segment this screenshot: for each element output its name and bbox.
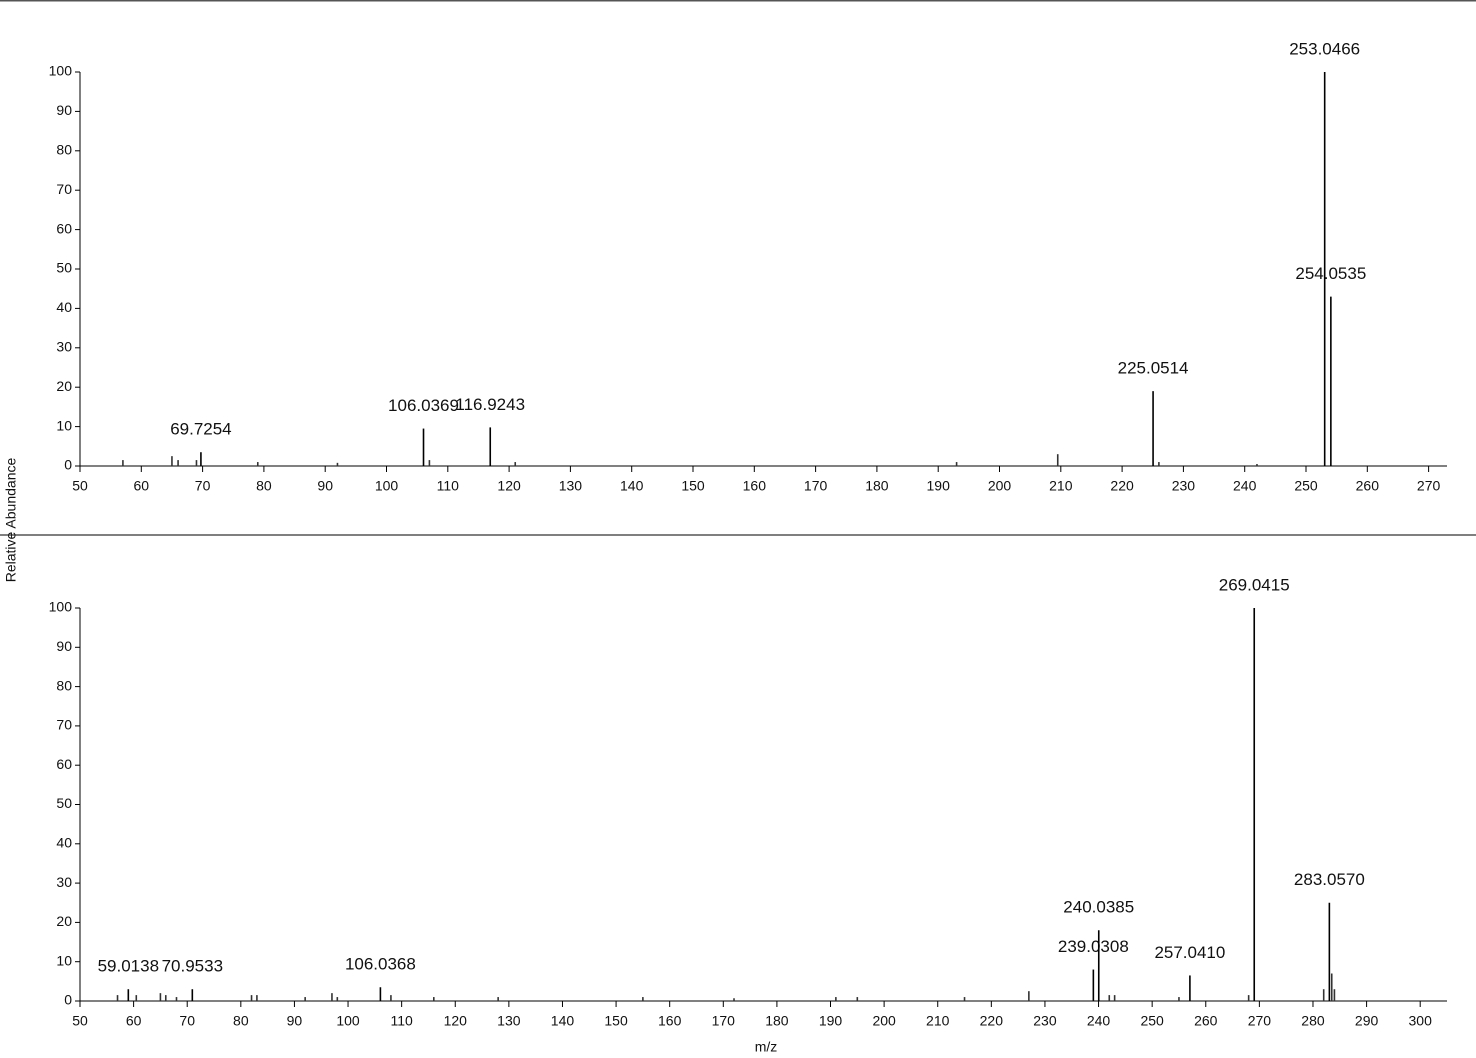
x-tick-label: 230 [1033,1013,1057,1029]
y-tick-label: 80 [56,677,72,693]
y-tick-label: 10 [56,417,72,433]
peak-label: 283.0570 [1294,870,1365,889]
x-tick-label: 270 [1248,1013,1272,1029]
x-tick-label: 160 [658,1013,682,1029]
x-tick-label: 160 [743,478,767,494]
x-tick-label: 260 [1356,478,1380,494]
x-tick-label: 280 [1301,1013,1325,1029]
y-tick-label: 70 [56,717,72,733]
peak-label: 70.9533 [162,957,223,976]
x-tick-label: 50 [72,1013,88,1029]
peak-label: 59.0138 [98,957,159,976]
y-tick-label: 90 [56,102,72,118]
y-tick-label: 50 [56,795,72,811]
x-tick-label: 120 [444,1013,468,1029]
x-tick-label: 210 [926,1013,950,1029]
x-tick-label: 200 [872,1013,896,1029]
x-tick-label: 120 [497,478,521,494]
y-tick-label: 60 [56,756,72,772]
x-tick-label: 230 [1172,478,1196,494]
x-tick-label: 140 [620,478,644,494]
x-tick-label: 150 [681,478,705,494]
peak-label: 239.0308 [1058,937,1129,956]
y-tick-label: 0 [64,992,72,1008]
peak-label: 106.0369 [388,396,459,415]
y-tick-label: 20 [56,913,72,929]
y-tick-label: 100 [49,599,73,615]
x-tick-label: 250 [1140,1013,1164,1029]
x-tick-label: 100 [375,478,399,494]
y-tick-label: 70 [56,181,72,197]
peak-label: 116.9243 [455,395,525,414]
peak-label: 106.0368 [345,955,416,974]
x-tick-label: 90 [317,478,333,494]
x-tick-label: 220 [980,1013,1004,1029]
y-tick-label: 40 [56,835,72,851]
x-tick-label: 300 [1409,1013,1433,1029]
x-tick-label: 270 [1417,478,1441,494]
y-tick-label: 10 [56,952,72,968]
x-tick-label: 150 [604,1013,628,1029]
x-tick-label: 100 [336,1013,360,1029]
x-tick-label: 130 [559,478,583,494]
x-tick-label: 170 [712,1013,736,1029]
peak-label: 253.0466 [1289,39,1360,58]
y-tick-label: 40 [56,299,72,315]
peak-label: 257.0410 [1154,943,1225,962]
y-axis-title: Relative Abundance [3,458,19,583]
x-tick-label: 180 [765,1013,789,1029]
x-tick-label: 80 [233,1013,249,1029]
peak-label: 254.0535 [1295,264,1366,283]
x-tick-label: 180 [865,478,889,494]
x-tick-label: 140 [551,1013,575,1029]
x-tick-label: 260 [1194,1013,1218,1029]
x-tick-label: 240 [1233,478,1257,494]
y-tick-label: 60 [56,220,72,236]
y-tick-label: 90 [56,638,72,654]
x-tick-label: 210 [1049,478,1073,494]
x-tick-label: 70 [179,1013,195,1029]
x-tick-label: 250 [1294,478,1318,494]
x-tick-label: 70 [195,478,211,494]
x-tick-label: 220 [1110,478,1134,494]
x-tick-label: 80 [256,478,272,494]
peak-label: 69.7254 [170,420,231,439]
y-tick-label: 50 [56,260,72,276]
x-tick-label: 130 [497,1013,521,1029]
x-tick-label: 110 [390,1013,413,1029]
x-tick-label: 170 [804,478,828,494]
x-tick-label: 110 [437,478,460,494]
y-tick-label: 100 [49,63,73,79]
x-tick-label: 60 [126,1013,142,1029]
peak-label: 240.0385 [1063,898,1134,917]
y-tick-label: 0 [64,457,72,473]
x-tick-label: 50 [72,478,88,494]
y-tick-label: 20 [56,378,72,394]
x-axis-title: m/z [755,1039,778,1055]
peak-label: 269.0415 [1219,575,1290,594]
y-tick-label: 30 [56,874,72,890]
x-tick-label: 240 [1087,1013,1111,1029]
x-tick-label: 190 [927,478,951,494]
x-tick-label: 190 [819,1013,843,1029]
y-tick-label: 30 [56,339,72,355]
x-tick-label: 290 [1355,1013,1379,1029]
peak-label: 225.0514 [1118,359,1189,378]
x-tick-label: 60 [134,478,150,494]
x-tick-label: 90 [287,1013,303,1029]
x-tick-label: 200 [988,478,1012,494]
y-tick-label: 80 [56,142,72,158]
